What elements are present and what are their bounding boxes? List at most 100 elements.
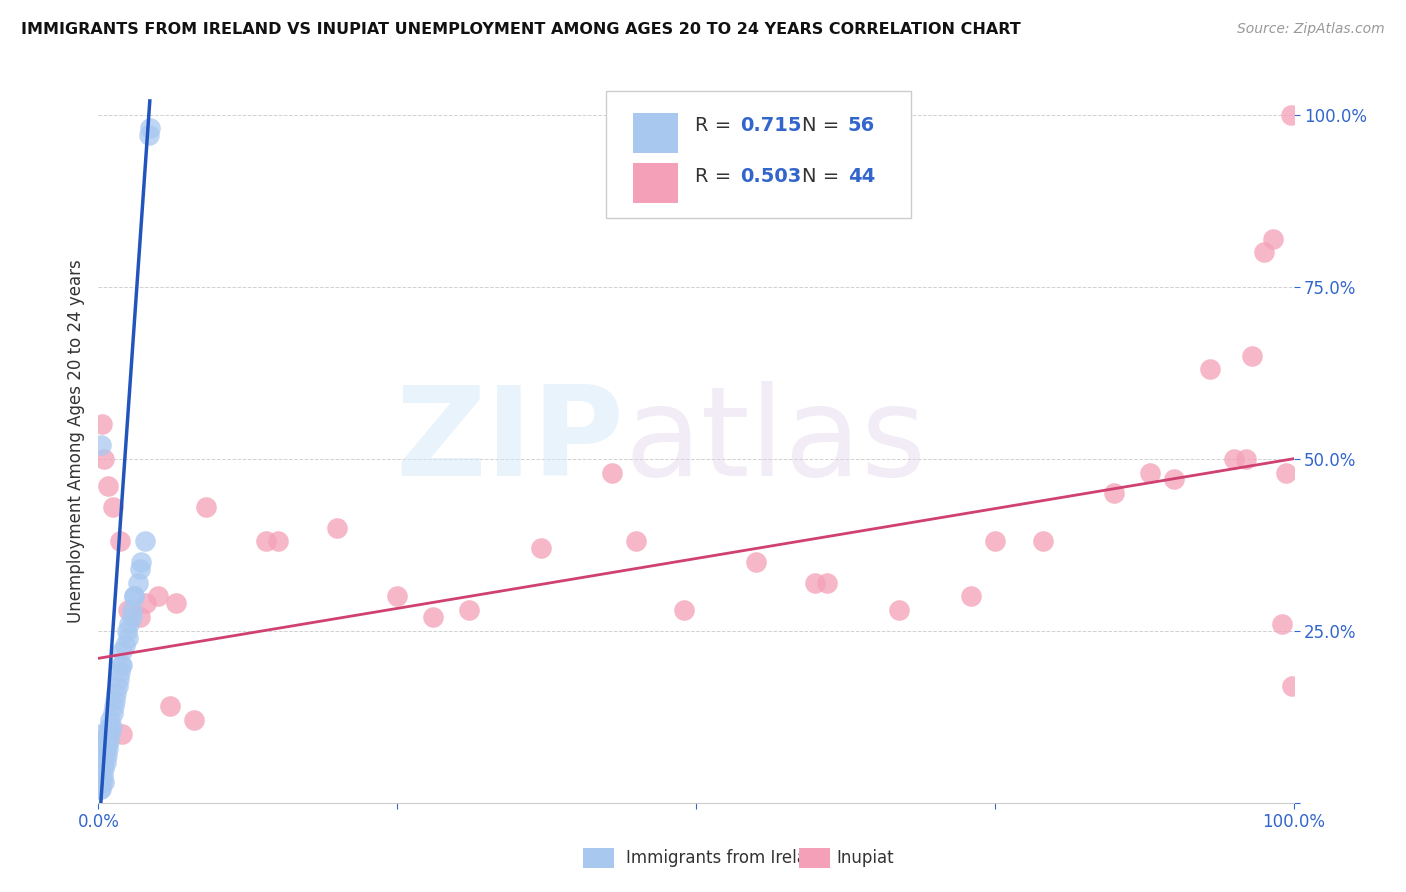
Text: R =: R = [695, 167, 737, 186]
Point [121, 610, 143, 624]
Point [1104, 486, 1126, 500]
Point [91, 417, 114, 432]
Point [804, 575, 827, 590]
Text: 56: 56 [848, 117, 875, 136]
Point [165, 596, 187, 610]
Point [131, 555, 153, 569]
Point [1223, 451, 1246, 466]
Point [97, 479, 120, 493]
Point [90, 755, 112, 769]
Point [1271, 616, 1294, 631]
Text: 0.715: 0.715 [740, 117, 801, 136]
Point [94, 755, 117, 769]
Point [108, 665, 131, 679]
Text: N =: N = [803, 117, 846, 136]
Point [129, 562, 152, 576]
Point [98, 720, 121, 734]
Point [93, 451, 115, 466]
Text: Inupiat: Inupiat [837, 849, 894, 867]
Point [90, 740, 112, 755]
Point [1275, 466, 1298, 480]
Y-axis label: Unemployment Among Ages 20 to 24 years: Unemployment Among Ages 20 to 24 years [66, 260, 84, 624]
Point [159, 699, 181, 714]
Point [89, 734, 111, 748]
Point [93, 775, 115, 789]
Point [97, 727, 120, 741]
Point [101, 500, 124, 514]
Point [90, 768, 112, 782]
Point [103, 699, 125, 714]
Point [134, 534, 156, 549]
Point [91, 734, 114, 748]
Point [1234, 451, 1257, 466]
FancyBboxPatch shape [633, 112, 678, 153]
Point [530, 541, 553, 556]
Point [326, 520, 349, 534]
Point [602, 466, 624, 480]
Point [90, 727, 112, 741]
Point [115, 624, 138, 638]
Point [138, 128, 160, 143]
Point [254, 534, 277, 549]
Text: atlas: atlas [624, 381, 927, 502]
Point [100, 720, 122, 734]
Point [91, 768, 114, 782]
Point [889, 603, 911, 617]
Point [1281, 679, 1303, 693]
Text: R =: R = [695, 117, 737, 136]
Point [124, 590, 146, 604]
Point [121, 603, 143, 617]
Point [422, 610, 444, 624]
Point [385, 590, 409, 604]
Point [89, 782, 111, 797]
Point [129, 610, 152, 624]
Point [1253, 245, 1275, 260]
Point [114, 638, 136, 652]
Point [1240, 349, 1263, 363]
Point [673, 603, 696, 617]
Point [124, 590, 146, 604]
Point [110, 658, 132, 673]
Point [91, 747, 114, 762]
Point [183, 713, 205, 727]
FancyBboxPatch shape [633, 163, 678, 203]
Point [1279, 108, 1302, 122]
Point [107, 679, 129, 693]
Point [267, 534, 290, 549]
Point [111, 658, 134, 673]
Point [105, 686, 128, 700]
Point [1139, 466, 1161, 480]
Point [89, 747, 111, 762]
Text: 0.503: 0.503 [740, 167, 801, 186]
Point [1032, 534, 1054, 549]
Point [135, 596, 157, 610]
Point [96, 747, 118, 762]
Point [98, 734, 121, 748]
FancyBboxPatch shape [606, 91, 911, 218]
Text: N =: N = [803, 167, 846, 186]
Point [626, 534, 648, 549]
Point [1199, 362, 1222, 376]
Point [91, 740, 114, 755]
Point [111, 727, 134, 741]
Point [93, 747, 115, 762]
Point [91, 761, 114, 775]
Point [195, 500, 218, 514]
Text: IMMIGRANTS FROM IRELAND VS INUPIAT UNEMPLOYMENT AMONG AGES 20 TO 24 YEARS CORREL: IMMIGRANTS FROM IRELAND VS INUPIAT UNEMP… [21, 22, 1021, 37]
Text: ZIP: ZIP [395, 381, 624, 502]
Point [1263, 231, 1285, 245]
Point [117, 603, 139, 617]
Text: Source: ZipAtlas.com: Source: ZipAtlas.com [1237, 22, 1385, 37]
Point [815, 575, 838, 590]
Point [118, 616, 141, 631]
Point [90, 782, 112, 797]
Point [117, 631, 139, 645]
Point [93, 761, 115, 775]
Point [745, 555, 768, 569]
Point [89, 761, 111, 775]
Point [111, 644, 134, 658]
Point [91, 775, 114, 789]
Point [984, 534, 1007, 549]
Point [89, 775, 111, 789]
Point [1163, 472, 1185, 486]
